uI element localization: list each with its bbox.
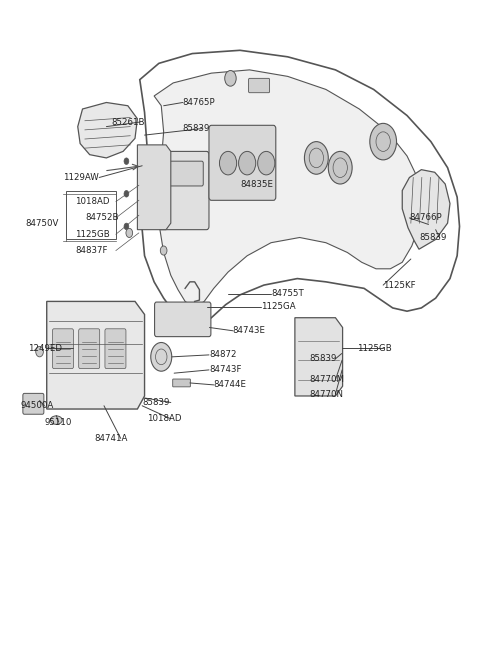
- Text: 85839: 85839: [309, 354, 336, 364]
- Polygon shape: [47, 301, 144, 409]
- Circle shape: [160, 246, 167, 255]
- Circle shape: [225, 71, 236, 86]
- Circle shape: [328, 151, 352, 184]
- Circle shape: [36, 346, 43, 357]
- Polygon shape: [154, 70, 421, 308]
- Circle shape: [151, 343, 172, 371]
- FancyBboxPatch shape: [52, 329, 73, 369]
- Circle shape: [239, 151, 256, 175]
- Text: 1129AW: 1129AW: [63, 173, 99, 182]
- FancyBboxPatch shape: [79, 329, 100, 369]
- Text: 85839: 85839: [183, 124, 210, 133]
- FancyBboxPatch shape: [209, 125, 276, 200]
- Text: 1125KF: 1125KF: [383, 280, 416, 290]
- Circle shape: [124, 191, 129, 197]
- Text: 1125GB: 1125GB: [75, 230, 110, 238]
- Circle shape: [304, 141, 328, 174]
- Text: 95110: 95110: [44, 418, 72, 426]
- FancyBboxPatch shape: [155, 302, 211, 337]
- Text: 84744E: 84744E: [214, 381, 247, 389]
- Text: 84770M: 84770M: [309, 375, 344, 384]
- Text: 85839: 85839: [419, 233, 446, 242]
- Text: 84837F: 84837F: [75, 246, 108, 255]
- Text: 1125GB: 1125GB: [357, 344, 392, 353]
- Text: 85839: 85839: [142, 398, 169, 407]
- Circle shape: [124, 223, 129, 230]
- Polygon shape: [137, 145, 171, 230]
- Text: 1018AD: 1018AD: [75, 197, 110, 206]
- Text: 84750V: 84750V: [25, 219, 59, 228]
- Text: 84755T: 84755T: [271, 289, 304, 298]
- Circle shape: [258, 151, 275, 175]
- Text: 84741A: 84741A: [95, 434, 128, 443]
- Text: 84835E: 84835E: [240, 179, 273, 189]
- Text: 1125GA: 1125GA: [262, 302, 296, 311]
- Text: 84752B: 84752B: [85, 214, 119, 223]
- FancyBboxPatch shape: [23, 394, 44, 414]
- Polygon shape: [402, 170, 450, 250]
- Polygon shape: [295, 318, 343, 396]
- Circle shape: [124, 158, 129, 164]
- Circle shape: [219, 151, 237, 175]
- Text: 94500A: 94500A: [21, 402, 54, 410]
- FancyBboxPatch shape: [105, 329, 126, 369]
- Circle shape: [370, 123, 396, 160]
- Text: 84770N: 84770N: [309, 390, 343, 398]
- FancyBboxPatch shape: [159, 151, 209, 230]
- Text: 84765P: 84765P: [183, 98, 216, 107]
- Text: 84766P: 84766P: [409, 214, 442, 223]
- Circle shape: [126, 229, 132, 238]
- Text: 85261B: 85261B: [111, 117, 144, 126]
- Text: 84743F: 84743F: [209, 365, 241, 375]
- Text: 84872: 84872: [209, 350, 237, 360]
- Text: 84743E: 84743E: [233, 326, 266, 335]
- Polygon shape: [78, 102, 137, 158]
- Ellipse shape: [50, 416, 62, 424]
- Text: 1018AD: 1018AD: [147, 415, 181, 423]
- FancyBboxPatch shape: [249, 79, 270, 93]
- FancyBboxPatch shape: [173, 379, 191, 387]
- FancyBboxPatch shape: [165, 161, 203, 186]
- Text: 1249ED: 1249ED: [28, 344, 61, 353]
